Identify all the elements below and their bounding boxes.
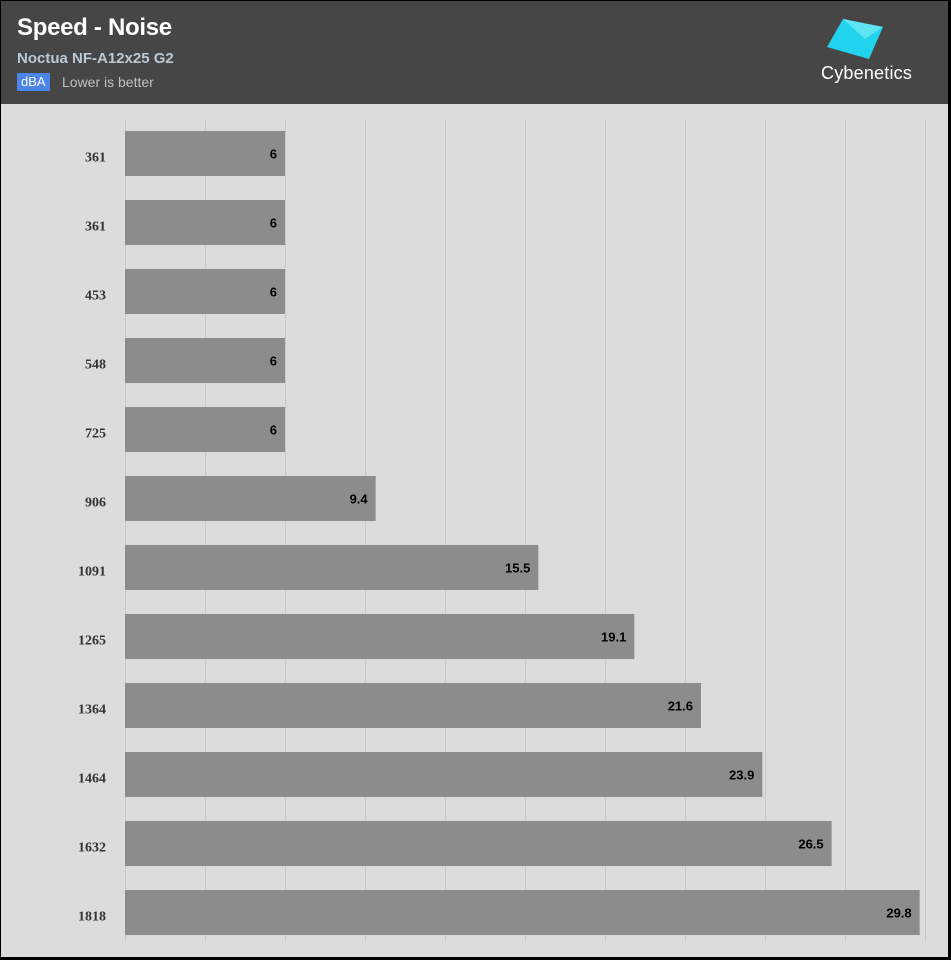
chart-header: Speed - Noise Noctua NF-A12x25 G2 dBA Lo… [1, 1, 948, 104]
bar [125, 338, 285, 383]
bar [125, 545, 539, 590]
category-label: 1464 [78, 772, 106, 787]
logo-text: Cybenetics [821, 63, 913, 83]
bar-value-label: 6 [270, 285, 277, 300]
category-label: 453 [85, 289, 106, 304]
bar-value-label: 26.5 [798, 837, 823, 852]
category-label: 548 [85, 358, 106, 373]
lower-is-better-note: Lower is better [62, 74, 154, 90]
bar-value-label: 6 [270, 216, 277, 231]
bar [125, 752, 763, 797]
category-label: 1364 [78, 703, 106, 718]
category-label: 1632 [78, 841, 106, 856]
bar-value-label: 6 [270, 147, 277, 162]
bar-value-label: 15.5 [505, 561, 530, 576]
bar [125, 476, 376, 521]
bar [125, 407, 285, 452]
bar [125, 890, 920, 935]
bar-value-label: 21.6 [668, 699, 693, 714]
bar-chart: 6 361 6 361 6 453 6 548 6 725 9.4 906 15.5 1091 19.1 12… [78, 120, 926, 942]
category-label: 1818 [78, 910, 106, 925]
bar [125, 614, 635, 659]
category-label: 906 [85, 496, 106, 511]
bar-value-label: 29.8 [886, 906, 911, 921]
chart-title: Speed - Noise [17, 14, 172, 41]
unit-badge: dBA [17, 73, 50, 91]
bar [125, 200, 285, 245]
category-label: 1091 [78, 565, 106, 580]
category-label: 361 [85, 151, 106, 166]
category-label: 725 [85, 427, 106, 442]
bar-value-label: 19.1 [601, 630, 626, 645]
bar-value-label: 9.4 [350, 492, 369, 507]
chart-subtitle: Noctua NF-A12x25 G2 [17, 50, 174, 67]
bar [125, 821, 832, 866]
bar-value-label: 23.9 [729, 768, 754, 783]
bar [125, 683, 701, 728]
category-label: 1265 [78, 634, 106, 649]
cybenetics-logo: Cybenetics [819, 17, 919, 87]
bar [125, 131, 285, 176]
cybenetics-logo-icon [827, 19, 883, 59]
bar-value-label: 6 [270, 354, 277, 369]
bar-value-label: 6 [270, 423, 277, 438]
bar [125, 269, 285, 314]
category-label: 361 [85, 220, 106, 235]
